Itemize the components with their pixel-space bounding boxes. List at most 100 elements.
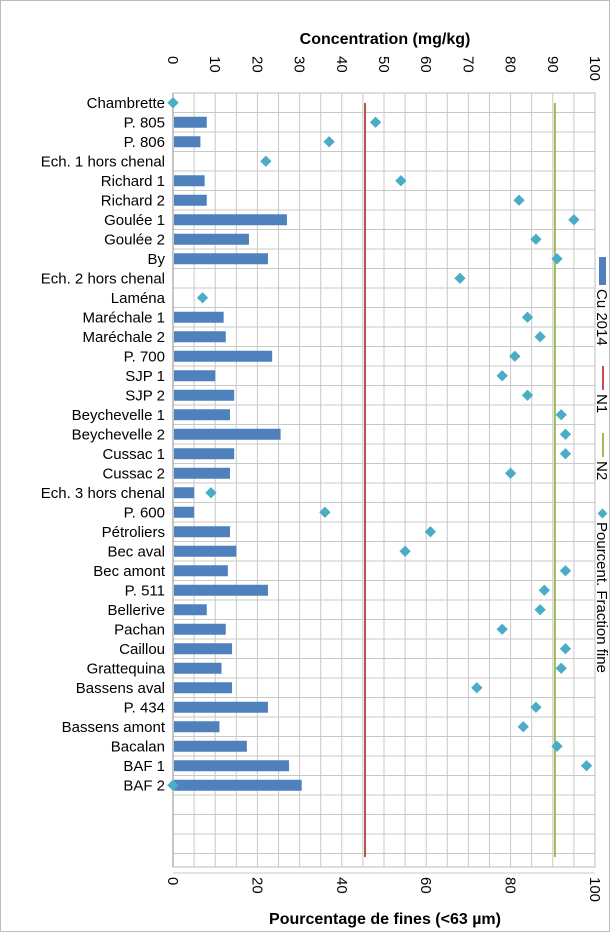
top-tick-label: 70 [459,56,476,73]
bottom-tick-label: 60 [417,877,434,894]
bottom-tick-label: 80 [502,877,519,894]
bar [174,136,201,148]
scatter-point [369,116,382,128]
category-label: P. 806 [124,134,165,151]
top-tick-label: 100 [586,56,603,81]
bar [174,623,226,635]
top-tick-label: 50 [375,56,392,73]
bar [174,194,207,206]
scatter-point [496,623,508,635]
bar [174,370,216,382]
scatter-point [167,779,179,791]
top-tick-label: 60 [417,56,434,73]
scatter-point [399,545,411,557]
bar [174,740,247,752]
bar [174,526,230,538]
category-label: P. 511 [125,582,165,599]
scatter-point [323,136,335,148]
scatter-point [205,487,217,499]
scatter-point [513,194,525,206]
scatter-point [517,721,529,733]
scatter-point [424,526,437,538]
bars [174,116,302,791]
legend: Cu 2014 N1 N2 Pourcent. Fraction fine [593,257,610,673]
category-label: P. 434 [124,699,165,716]
category-label: Pétroliers [102,524,165,541]
bar [174,604,207,616]
category-labels: Chambrette P. 805 P. 806 Ech. 1 hors chenal… [41,95,166,795]
scatter-point [504,467,517,479]
category-label: Chambrette [87,95,165,112]
bar [174,428,281,440]
category-label: By [147,251,165,268]
legend-label-fraction-fine: Pourcent. Fraction fine [593,522,610,673]
top-tick-label: 40 [333,56,350,73]
bar [174,331,226,343]
scatter-point [559,643,572,655]
category-label: Bassens aval [76,680,165,697]
bar [174,701,268,713]
bar [174,779,302,791]
top-axis-ticks: 0 10 20 30 40 50 60 70 80 90 100 [164,56,603,81]
bar [174,467,230,479]
category-label: Bec aval [107,543,165,560]
scatter-point [509,350,521,362]
category-label: SJP 2 [125,387,165,404]
bar [174,175,205,187]
bar [174,506,195,518]
category-label: Pachan [114,621,165,638]
category-label: BAF 2 [123,777,165,794]
bar [174,760,290,772]
scatter-point [538,584,551,596]
scatter-point [471,682,483,694]
scatter-point [580,760,593,772]
category-label: Goulée 2 [104,231,165,248]
category-label: Cussac 1 [102,446,165,463]
bar [174,487,195,499]
category-label: Cussac 2 [102,465,165,482]
bar [174,116,207,128]
top-axis-title: Concentration (mg/kg) [300,31,471,48]
bar [174,233,249,245]
bar [174,545,237,557]
category-label: Goulée 1 [104,212,165,229]
bar [174,721,220,733]
scatter-point [319,506,331,518]
legend-label-cu-2014: Cu 2014 [593,289,610,346]
category-label: Laména [111,290,166,307]
category-label: Ech. 3 hors chenal [41,485,165,502]
bar [174,253,268,265]
scatter-point [555,662,567,674]
legend-swatch-cu-2014 [599,257,606,285]
category-label: Grattequina [87,660,166,677]
category-label: Ech. 2 hors chenal [41,270,165,287]
category-label: BAF 1 [123,758,165,775]
scatter-point [559,428,572,440]
legend-swatch-fraction-fine [597,508,608,519]
scatter-point [551,740,563,752]
bottom-tick-label: 20 [248,877,265,894]
bottom-tick-label: 100 [586,877,603,902]
bottom-tick-label: 40 [333,877,350,894]
bar [174,643,233,655]
top-tick-label: 90 [544,56,561,73]
bar [174,214,287,226]
category-label: Bacalan [111,738,165,755]
legend-label-n2: N2 [593,461,610,480]
bottom-tick-label: 0 [164,877,181,885]
scatter-point [530,233,542,245]
category-label: Ech. 1 hors chenal [41,153,165,170]
scatter-point [196,292,209,304]
top-tick-label: 20 [248,56,265,73]
scatter-point [167,97,179,109]
bar [174,682,233,694]
scatter-point [568,214,580,226]
scatter-point [530,701,542,713]
category-label: SJP 1 [125,368,165,385]
category-label: Beychevelle 1 [72,407,165,424]
bottom-axis-title: Pourcentage de fines (<63 µm) [269,911,501,928]
top-tick-label: 0 [164,56,181,64]
grid [172,92,596,874]
category-label: P. 600 [124,504,165,521]
